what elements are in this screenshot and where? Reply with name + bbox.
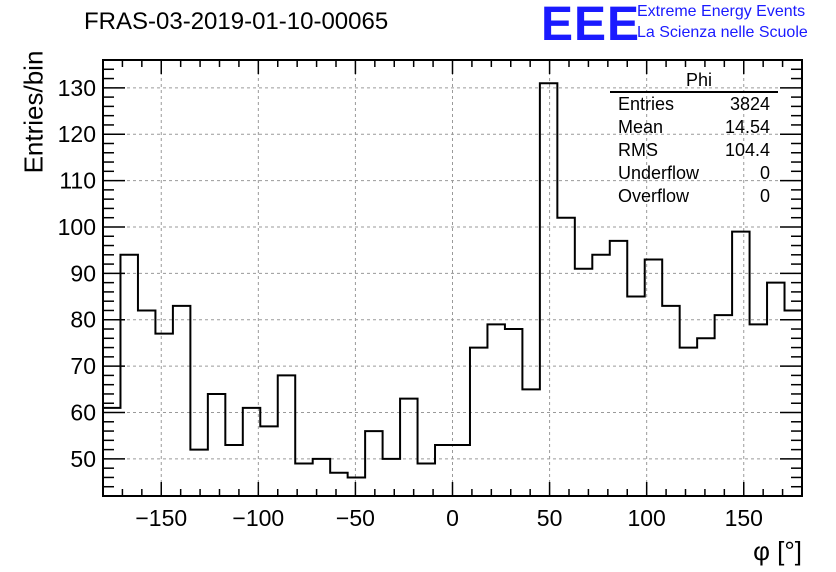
- x-tick-labels: −150 −100 −50 0 50 100 150: [135, 505, 763, 531]
- y-tick-label: 80: [70, 307, 96, 333]
- stats-divider: [610, 91, 778, 93]
- x-tick-label: 100: [627, 505, 665, 531]
- x-tick-label: 0: [446, 505, 459, 531]
- stats-row-rms: RMS 104.4: [610, 139, 778, 162]
- x-tick-label: −50: [336, 505, 375, 531]
- stats-label: Mean: [618, 117, 664, 137]
- stats-value: 104.4: [724, 140, 770, 160]
- stats-row-mean: Mean 14.54: [610, 116, 778, 139]
- axis-ticks: [102, 60, 803, 496]
- stats-title: Phi: [685, 70, 712, 90]
- stats-value: 14.54: [724, 117, 770, 137]
- y-tick-label: 50: [70, 446, 96, 472]
- stats-row-overflow: Overflow 0: [610, 185, 778, 208]
- y-tick-label: 60: [70, 400, 96, 426]
- grid-lines: [103, 60, 802, 496]
- stats-row-underflow: Underflow 0: [610, 162, 778, 185]
- y-tick-label: 110: [59, 168, 96, 194]
- x-tick-label: −150: [135, 505, 187, 531]
- stats-label: Overflow: [618, 186, 690, 206]
- x-tick-label: 50: [537, 505, 563, 531]
- x-tick-label: 150: [725, 505, 763, 531]
- logo-line-2: La Scienza nelle Scuole: [637, 24, 808, 41]
- stats-label: RMS: [618, 140, 658, 160]
- logo-line-1: Extreme Energy Events: [637, 3, 806, 20]
- chart-title: FRAS-03-2019-01-10-00065: [84, 8, 389, 35]
- y-tick-label: 120: [58, 121, 96, 147]
- stats-row-entries: Entries 3824: [610, 93, 778, 116]
- y-tick-label: 100: [58, 214, 96, 240]
- y-tick-label: 90: [70, 260, 96, 286]
- stats-value: 0: [759, 163, 770, 183]
- y-tick-label: 70: [70, 353, 96, 379]
- stats-label: Underflow: [618, 163, 700, 183]
- x-tick-label: −100: [232, 505, 284, 531]
- y-tick-labels: 50 60 70 80 90 100 110 120 130: [58, 75, 96, 472]
- y-axis-label: Entries/bin: [18, 50, 49, 174]
- stats-label: Entries: [618, 94, 675, 114]
- y-tick-label: 130: [58, 75, 96, 101]
- stats-box: Phi Entries 3824 Mean 14.54 RMS 104.4 Un…: [610, 70, 778, 208]
- stats-value: 3824: [729, 94, 770, 114]
- x-axis-label: φ [°]: [753, 536, 802, 566]
- histogram-line: [102, 82, 803, 496]
- stats-value: 0: [759, 186, 770, 206]
- eee-logo: EEE: [541, 0, 641, 51]
